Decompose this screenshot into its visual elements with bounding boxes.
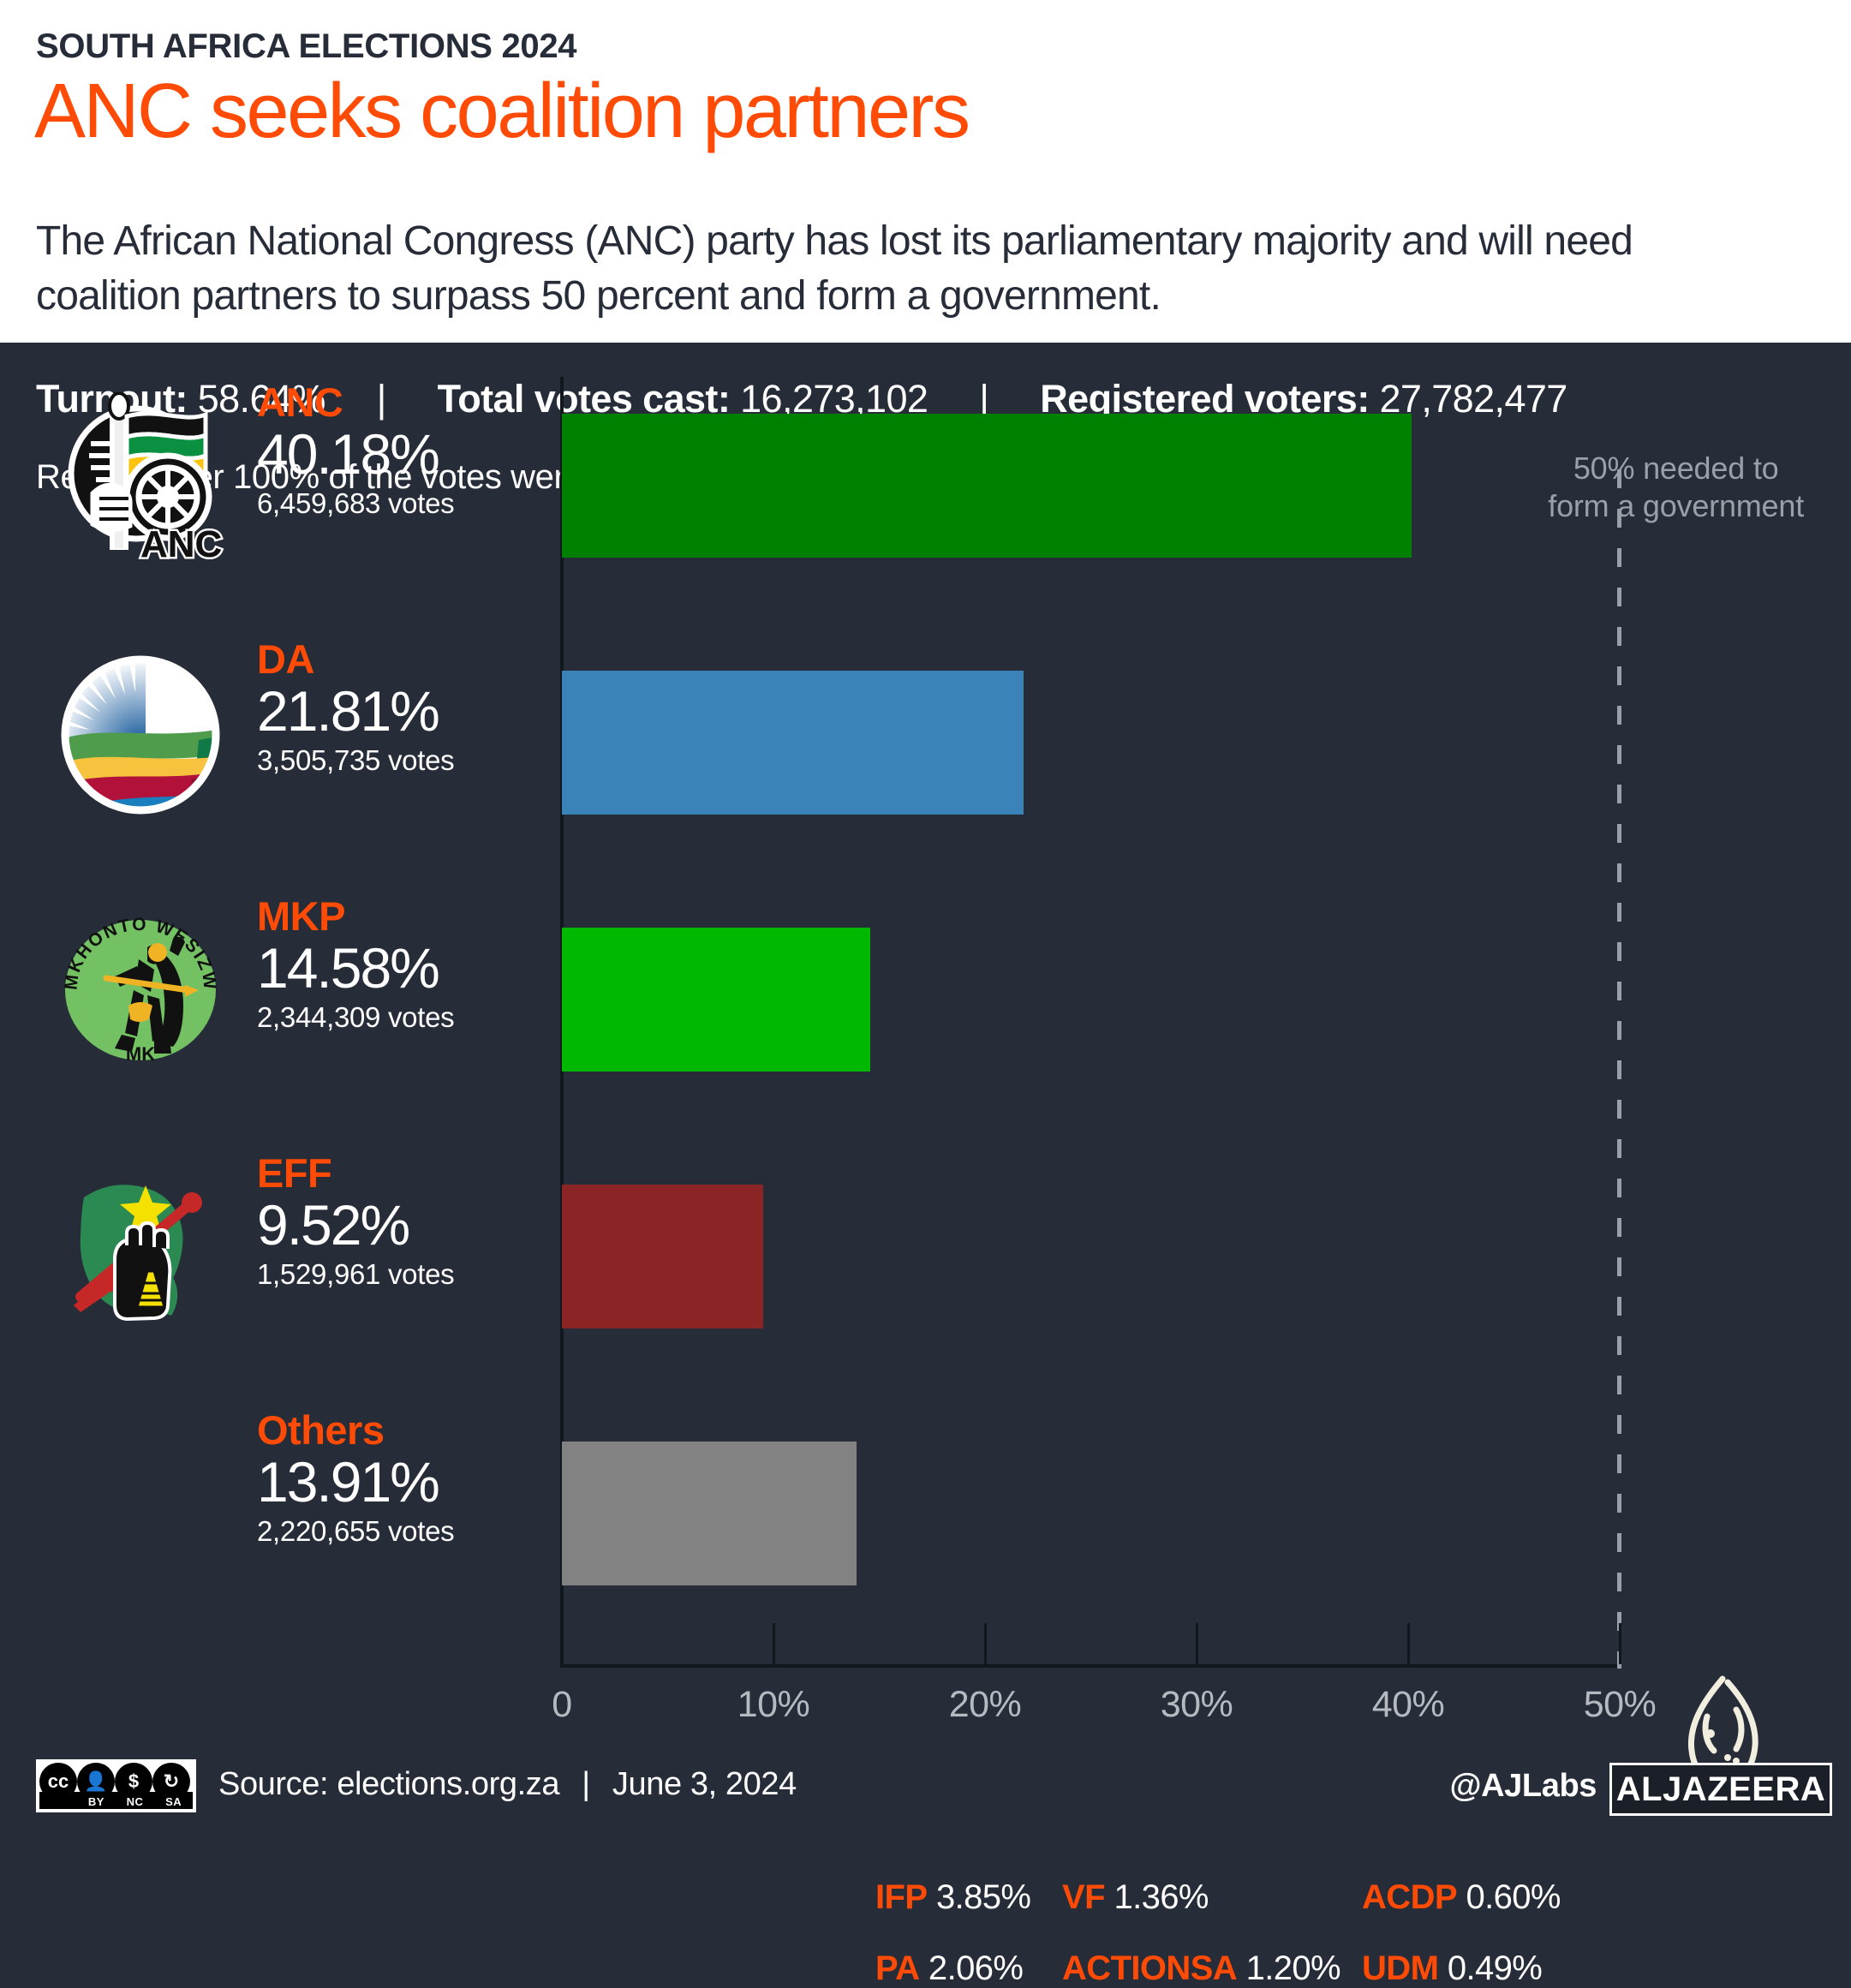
x-tick bbox=[773, 1623, 775, 1664]
others-party-name: UDM bbox=[1362, 1949, 1439, 1987]
party-percent: 14.58% bbox=[257, 936, 440, 1000]
x-tick bbox=[1407, 1623, 1410, 1664]
others-party-item: PA 2.06% bbox=[875, 1949, 1062, 1988]
kicker: SOUTH AFRICA ELECTIONS 2024 bbox=[36, 27, 577, 65]
others-party-item: UDM 0.49% bbox=[1362, 1949, 1561, 1988]
aljazeera-wordmark: ALJAZEERA bbox=[1609, 1763, 1832, 1816]
others-party-item: ACDP 0.60% bbox=[1362, 1878, 1561, 1917]
x-tick bbox=[1196, 1623, 1198, 1664]
others-party-name: ACDP bbox=[1362, 1878, 1458, 1916]
stat-separator-1: | bbox=[376, 377, 387, 421]
total-votes-label: Total votes cast: bbox=[437, 377, 731, 421]
cc-tags: BY NC SA bbox=[77, 1795, 193, 1808]
party-percent: 40.18% bbox=[257, 422, 440, 487]
bar bbox=[562, 928, 871, 1072]
cc-tag: NC bbox=[126, 1795, 144, 1808]
plot-area: 0 10% 20% 30% 40% 50% bbox=[0, 343, 1851, 1987]
party-meta: Others 13.91% 2,220,655 votes bbox=[257, 1407, 455, 1549]
source-line: Source: elections.org.za | June 3, 2024 bbox=[218, 1766, 797, 1803]
registered-voters-label: Registered voters: bbox=[1040, 377, 1370, 421]
party-percent: 13.91% bbox=[257, 1450, 440, 1514]
party-meta: MKP 14.58% 2,344,309 votes bbox=[257, 893, 455, 1035]
threshold-line-1: 50% needed to bbox=[1573, 451, 1779, 486]
bar bbox=[562, 1442, 857, 1585]
da-logo bbox=[55, 649, 226, 821]
others-party-name: ACTIONSA bbox=[1062, 1949, 1238, 1987]
x-tick-label: 50% bbox=[1583, 1684, 1657, 1725]
party-votes: 1,529,961 votes bbox=[257, 1258, 455, 1291]
x-tick bbox=[1619, 1623, 1621, 1664]
x-tick-label: 30% bbox=[1160, 1684, 1233, 1725]
bar bbox=[562, 671, 1024, 815]
svg-text:ANC: ANC bbox=[140, 523, 222, 564]
mkp-logo: UMKHONTO WESIZWE MK bbox=[47, 891, 226, 1078]
standfirst: The African National Congress (ANC) part… bbox=[36, 218, 1633, 319]
threshold-line bbox=[1617, 469, 1621, 1669]
others-party-item: IFP 3.85% bbox=[875, 1878, 1062, 1917]
party-percent: 21.81% bbox=[257, 679, 440, 743]
party-meta: DA 21.81% 3,505,735 votes bbox=[257, 636, 455, 778]
party-name: DA bbox=[257, 636, 314, 682]
svg-text:MK: MK bbox=[126, 1043, 155, 1065]
cc-tag-strip bbox=[39, 1792, 193, 1809]
others-party-percent: 3.85% bbox=[935, 1878, 1031, 1916]
x-tick-label: 20% bbox=[948, 1684, 1022, 1725]
bar bbox=[562, 414, 1412, 558]
party-meta: ANC 40.18% 6,459,683 votes bbox=[257, 379, 455, 521]
others-party-percent: 0.49% bbox=[1447, 1949, 1543, 1987]
chart-panel: Turnout: 58.64% | Total votes cast: 16,2… bbox=[0, 343, 1851, 1987]
party-name: MKP bbox=[257, 893, 345, 939]
party-votes: 2,220,655 votes bbox=[257, 1515, 455, 1548]
party-votes: 2,344,309 votes bbox=[257, 1001, 455, 1034]
party-votes: 6,459,683 votes bbox=[257, 487, 455, 520]
aj-labs-handle: @AJLabs bbox=[1449, 1768, 1597, 1804]
others-party-percent: 1.20% bbox=[1245, 1949, 1341, 1987]
x-axis bbox=[560, 1664, 1621, 1668]
footer: cc 👤 $ ↻ BY NC SA Source: elections.org.za… bbox=[0, 1675, 1851, 1850]
anc-logo: ANC ANC bbox=[55, 391, 226, 568]
others-breakdown: IFP 3.85% VF 1.36% ACDP 0.60% PA 2.06% ACTIO… bbox=[875, 1878, 1561, 1988]
x-tick-label: 0 bbox=[552, 1684, 572, 1725]
others-party-percent: 2.06% bbox=[928, 1949, 1024, 1987]
others-party-name: IFP bbox=[875, 1878, 928, 1916]
x-tick-label: 40% bbox=[1371, 1684, 1445, 1725]
party-votes: 3,505,735 votes bbox=[257, 744, 455, 777]
others-party-item: VF 1.36% bbox=[1062, 1878, 1362, 1917]
creative-commons-badge: cc 👤 $ ↻ BY NC SA bbox=[36, 1759, 196, 1812]
others-party-item: ACTIONSA 1.20% bbox=[1062, 1949, 1362, 1988]
party-percent: 9.52% bbox=[257, 1193, 410, 1257]
threshold-line-2: form a government bbox=[1548, 487, 1804, 523]
bar bbox=[562, 1185, 764, 1328]
registered-voters-value: 27,782,477 bbox=[1379, 377, 1568, 421]
stat-separator-2: | bbox=[979, 377, 989, 421]
threshold-annotation: 50% needed to form a government bbox=[1548, 450, 1804, 525]
svg-text:ANC: ANC bbox=[140, 523, 222, 564]
total-votes-value: 16,273,102 bbox=[740, 377, 928, 421]
page-title: ANC seeks coalition partners bbox=[34, 69, 970, 154]
cc-tag: BY bbox=[87, 1795, 104, 1808]
others-party-name: VF bbox=[1062, 1878, 1106, 1916]
party-name: ANC bbox=[257, 379, 343, 425]
others-party-percent: 0.60% bbox=[1466, 1878, 1561, 1916]
turnout-value: 58.64% bbox=[197, 377, 326, 421]
party-name: EFF bbox=[257, 1150, 332, 1196]
others-party-percent: 1.36% bbox=[1114, 1878, 1209, 1916]
x-tick bbox=[984, 1623, 987, 1664]
header: SOUTH AFRICA ELECTIONS 2024 ANC seeks co… bbox=[0, 0, 1851, 343]
party-meta: EFF 9.52% 1,529,961 votes bbox=[257, 1150, 455, 1292]
stats-bar: Turnout: 58.64% | Total votes cast: 16,2… bbox=[36, 377, 1567, 421]
publish-date: June 3, 2024 bbox=[612, 1766, 797, 1802]
source-separator: | bbox=[582, 1766, 590, 1802]
eff-logo bbox=[55, 1163, 226, 1334]
cc-tag: SA bbox=[165, 1795, 182, 1808]
source-text: Source: elections.org.za bbox=[218, 1766, 560, 1802]
others-party-name: PA bbox=[875, 1949, 920, 1987]
x-tick-label: 10% bbox=[737, 1684, 810, 1725]
party-name: Others bbox=[257, 1407, 385, 1453]
